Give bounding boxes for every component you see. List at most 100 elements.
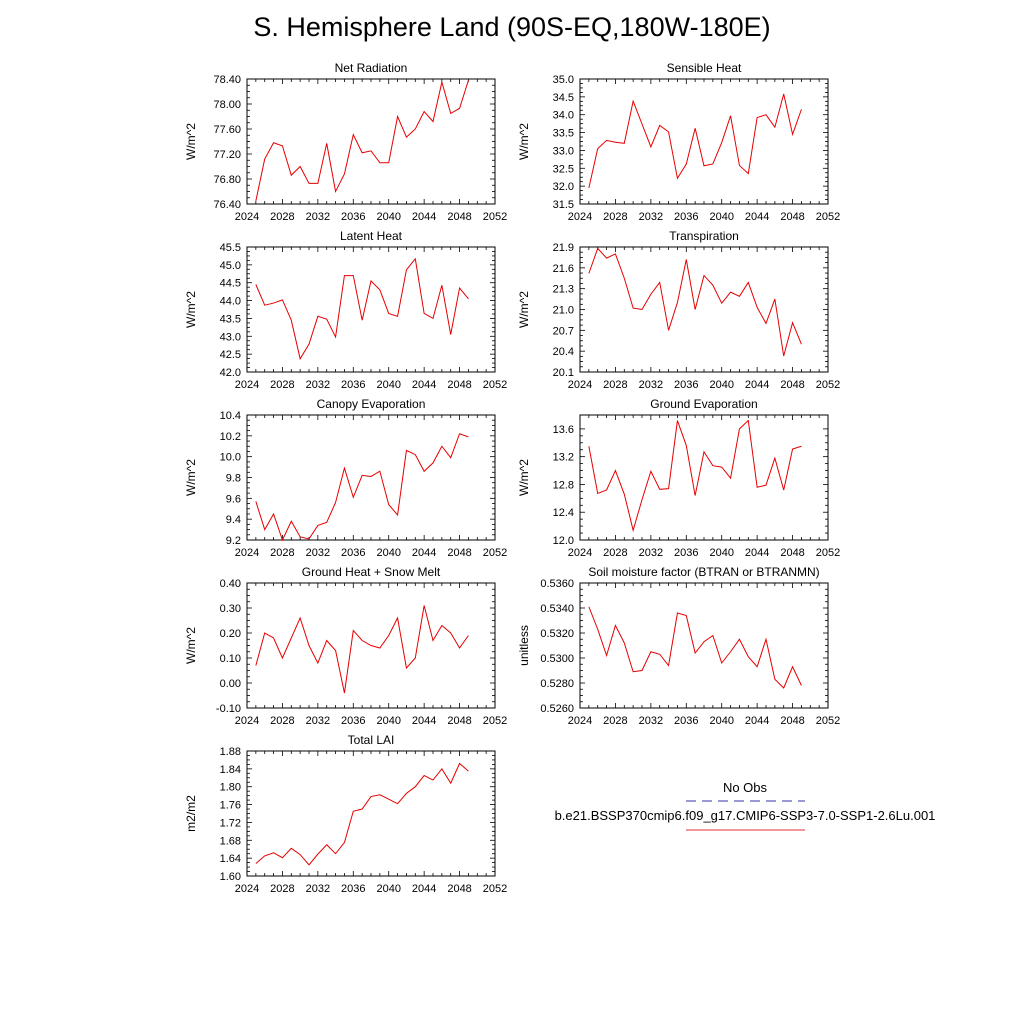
x-tick-label: 2032 xyxy=(306,211,330,223)
x-tick-label: 2048 xyxy=(447,211,471,223)
y-tick-label: 20.7 xyxy=(553,325,574,337)
x-tick-label: 2032 xyxy=(639,547,663,559)
x-tick-label: 2040 xyxy=(709,715,733,727)
x-tick-label: 2028 xyxy=(270,211,294,223)
x-tick-label: 2040 xyxy=(709,379,733,391)
x-tick-label: 2052 xyxy=(483,211,507,223)
x-tick-label: 2052 xyxy=(483,883,507,895)
y-tick-label: 0.5360 xyxy=(540,578,574,590)
x-tick-label: 2036 xyxy=(341,379,365,391)
x-tick-label: 2032 xyxy=(639,715,663,727)
y-tick-label: 1.80 xyxy=(220,782,241,794)
x-tick-label: 2032 xyxy=(306,883,330,895)
y-tick-label: 1.72 xyxy=(220,817,241,829)
x-tick-label: 2048 xyxy=(447,883,471,895)
plot-frame xyxy=(246,246,496,373)
y-tick-label: 77.60 xyxy=(213,124,241,136)
x-tick-label: 2052 xyxy=(483,379,507,391)
y-axis-label: W/m^2 xyxy=(184,291,198,328)
x-tick-label: 2024 xyxy=(235,211,259,223)
y-tick-label: 42.5 xyxy=(220,349,241,361)
x-tick-label: 2048 xyxy=(447,379,471,391)
y-tick-label: 0.30 xyxy=(220,603,241,615)
x-tick-label: 2048 xyxy=(447,547,471,559)
y-tick-label: 9.8 xyxy=(226,473,241,485)
legend: No Obs b.e21.BSSP370cmip6.f09_g17.CMIP6-… xyxy=(555,780,935,831)
y-tick-label: 43.5 xyxy=(220,313,241,325)
panel-sensible-heat: 2024 2028 2032 2036 2040 2044 2048 2052 31.5 32.0… xyxy=(517,61,840,223)
plot-frame xyxy=(579,414,829,541)
y-tick-label: 44.0 xyxy=(220,296,241,308)
panel-transpiration: 2024 2028 2032 2036 2040 2044 2048 2052 20.1 20.4… xyxy=(517,229,840,391)
x-tick-label: 2048 xyxy=(780,379,804,391)
y-tick-label: 35.0 xyxy=(553,74,574,86)
plot-frame xyxy=(579,246,829,373)
y-tick-label: 1.64 xyxy=(220,853,241,865)
y-tick-label: 0.40 xyxy=(220,578,241,590)
y-tick-label: 78.40 xyxy=(213,74,241,86)
x-tick-label: 2040 xyxy=(376,379,400,391)
y-tick-label: 9.2 xyxy=(226,535,241,547)
x-tick-label: 2040 xyxy=(709,547,733,559)
x-tick-label: 2024 xyxy=(235,379,259,391)
plot-frame xyxy=(246,414,496,541)
x-tick-label: 2028 xyxy=(270,715,294,727)
x-tick-label: 2032 xyxy=(639,379,663,391)
y-tick-label: 34.5 xyxy=(553,92,574,104)
y-axis-label: W/m^2 xyxy=(517,123,531,160)
panel-title: Transpiration xyxy=(669,229,739,243)
x-tick-label: 2052 xyxy=(483,715,507,727)
y-tick-label: 13.6 xyxy=(553,424,574,436)
series-line xyxy=(255,433,469,542)
y-tick-label: 45.5 xyxy=(220,242,241,254)
x-tick-label: 2040 xyxy=(376,883,400,895)
y-axis-label: W/m^2 xyxy=(184,459,198,496)
panel-ground-heat-snow-melt: 2024 2028 2032 2036 2040 2044 2048 2052 -0.10 0.0… xyxy=(184,565,507,727)
x-tick-label: 2032 xyxy=(306,379,330,391)
series-line xyxy=(255,257,469,361)
x-tick-label: 2024 xyxy=(235,715,259,727)
x-tick-label: 2048 xyxy=(780,211,804,223)
x-tick-label: 2036 xyxy=(341,211,365,223)
y-tick-label: 1.84 xyxy=(220,764,241,776)
y-tick-label: 1.88 xyxy=(220,746,241,758)
x-tick-label: 2036 xyxy=(674,379,698,391)
y-tick-label: 78.00 xyxy=(213,99,241,111)
x-tick-label: 2040 xyxy=(376,547,400,559)
x-tick-label: 2040 xyxy=(376,715,400,727)
x-tick-label: 2028 xyxy=(270,883,294,895)
y-tick-label: 44.5 xyxy=(220,278,241,290)
x-tick-label: 2032 xyxy=(306,715,330,727)
y-tick-label: 12.0 xyxy=(553,535,574,547)
y-tick-label: 42.0 xyxy=(220,367,241,379)
y-tick-label: 0.5320 xyxy=(540,628,574,640)
panel-title: Sensible Heat xyxy=(667,61,742,75)
y-axis-label: W/m^2 xyxy=(184,123,198,160)
series-line xyxy=(588,93,802,189)
x-tick-label: 2036 xyxy=(674,211,698,223)
plot-frame xyxy=(579,582,829,709)
y-tick-label: 20.1 xyxy=(553,367,574,379)
y-tick-label: 32.0 xyxy=(553,181,574,193)
x-tick-label: 2044 xyxy=(745,211,769,223)
y-tick-label: 1.60 xyxy=(220,871,241,883)
x-tick-label: 2052 xyxy=(816,211,840,223)
y-tick-label: 10.4 xyxy=(220,410,241,422)
panel-ground-evaporation: 2024 2028 2032 2036 2040 2044 2048 2052 12.0 12.4… xyxy=(517,397,840,559)
x-tick-label: 2036 xyxy=(341,547,365,559)
y-axis-label: unitless xyxy=(517,625,531,666)
x-tick-label: 2052 xyxy=(816,547,840,559)
panel-title: Ground Heat + Snow Melt xyxy=(302,565,441,579)
y-tick-label: 0.20 xyxy=(220,628,241,640)
y-tick-label: 76.40 xyxy=(213,199,241,211)
x-tick-label: 2040 xyxy=(709,211,733,223)
y-tick-label: -0.10 xyxy=(216,703,241,715)
y-tick-label: 77.20 xyxy=(213,149,241,161)
x-tick-label: 2048 xyxy=(780,715,804,727)
x-tick-label: 2032 xyxy=(639,211,663,223)
x-tick-label: 2044 xyxy=(412,883,436,895)
x-tick-label: 2048 xyxy=(447,715,471,727)
x-tick-label: 2052 xyxy=(816,715,840,727)
panel-total-lai: 2024 2028 2032 2036 2040 2044 2048 2052 1.60 1.64… xyxy=(184,733,507,895)
series-line xyxy=(255,605,469,694)
